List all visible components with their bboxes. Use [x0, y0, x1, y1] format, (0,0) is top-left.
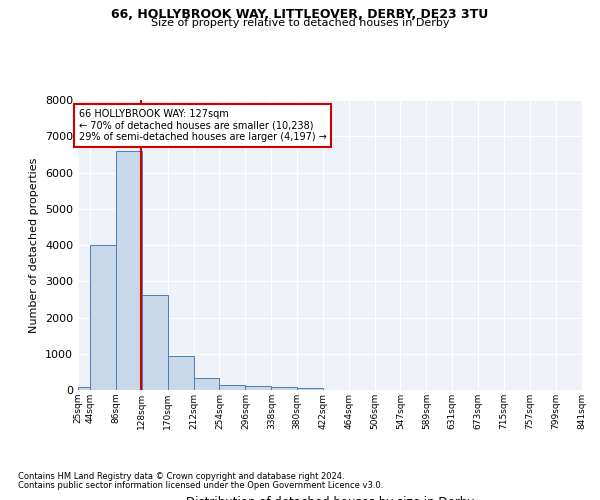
Bar [78, 388, 90, 390]
Bar [245, 386, 271, 390]
Y-axis label: Number of detached properties: Number of detached properties [29, 158, 40, 332]
Text: Size of property relative to detached houses in Derby: Size of property relative to detached ho… [151, 18, 449, 28]
Text: 66 HOLLYBROOK WAY: 127sqm
← 70% of detached houses are smaller (10,238)
29% of s: 66 HOLLYBROOK WAY: 127sqm ← 70% of detac… [79, 109, 326, 142]
Text: Contains HM Land Registry data © Crown copyright and database right 2024.: Contains HM Land Registry data © Crown c… [18, 472, 344, 481]
Bar [271, 388, 297, 390]
Bar [297, 388, 323, 390]
Bar [193, 378, 220, 390]
Bar [167, 356, 193, 390]
Text: 66, HOLLYBROOK WAY, LITTLEOVER, DERBY, DE23 3TU: 66, HOLLYBROOK WAY, LITTLEOVER, DERBY, D… [112, 8, 488, 20]
Bar [90, 245, 116, 390]
X-axis label: Distribution of detached houses by size in Derby: Distribution of detached houses by size … [186, 496, 474, 500]
Bar [220, 386, 245, 390]
Bar [142, 295, 167, 390]
Bar [116, 151, 142, 390]
Text: Contains public sector information licensed under the Open Government Licence v3: Contains public sector information licen… [18, 481, 383, 490]
